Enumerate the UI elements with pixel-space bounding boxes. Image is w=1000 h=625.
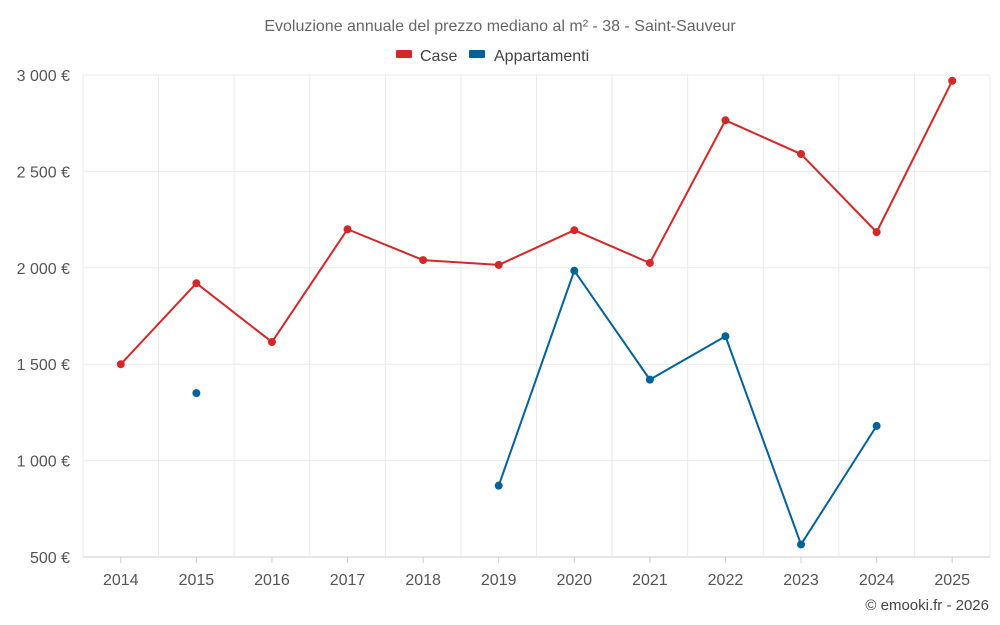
x-tick-label: 2015 — [179, 572, 215, 589]
x-tick-label: 2025 — [934, 572, 970, 589]
data-point-case[interactable] — [797, 150, 806, 159]
series-points — [116, 76, 957, 549]
data-point-appartamenti[interactable] — [797, 540, 806, 549]
data-point-case[interactable] — [116, 360, 125, 369]
legend-swatch-case — [396, 50, 412, 58]
x-tick-label: 2016 — [254, 572, 290, 589]
data-point-case[interactable] — [645, 258, 654, 267]
x-tick-label: 2020 — [556, 572, 592, 589]
x-tick-label: 2024 — [859, 572, 895, 589]
x-tick-label: 2019 — [481, 572, 517, 589]
grid — [82, 74, 991, 558]
data-point-case[interactable] — [267, 338, 276, 347]
x-tick-label: 2017 — [330, 572, 366, 589]
data-point-case[interactable] — [948, 76, 957, 85]
legend-item-appartamenti[interactable]: Appartamenti — [469, 48, 589, 65]
data-point-appartamenti[interactable] — [872, 421, 881, 430]
legend: Case Appartamenti — [396, 48, 589, 65]
x-tick-label: 2021 — [632, 572, 668, 589]
legend-swatch-appartamenti — [469, 50, 485, 58]
x-axis-ticks: 2014 2015 2016 2017 2018 2019 2020 2021 2022 2023… — [103, 557, 970, 589]
x-tick-label: 2023 — [783, 572, 819, 589]
data-point-case[interactable] — [343, 225, 352, 234]
series-lines — [120, 80, 954, 546]
series-line-appartamenti — [497, 269, 878, 546]
y-tick-label: 1 000 € — [17, 454, 70, 471]
y-axis-ticks: 500 € 1 000 € 1 500 € 2 000 € 2 500 € 3 000 € — [17, 68, 70, 567]
data-point-case[interactable] — [494, 260, 503, 269]
y-tick-label: 3 000 € — [17, 68, 70, 85]
data-point-case[interactable] — [192, 279, 201, 288]
legend-label-appartamenti: Appartamenti — [494, 48, 589, 65]
y-tick-label: 2 000 € — [17, 261, 70, 278]
legend-item-case[interactable]: Case — [396, 48, 457, 65]
data-point-appartamenti[interactable] — [721, 332, 730, 341]
data-point-appartamenti[interactable] — [494, 481, 503, 490]
y-tick-label: 500 € — [30, 550, 70, 567]
data-point-appartamenti[interactable] — [645, 375, 654, 384]
y-tick-label: 2 500 € — [17, 164, 70, 181]
x-tick-label: 2014 — [103, 572, 139, 589]
data-point-case[interactable] — [570, 226, 579, 235]
data-point-appartamenti[interactable] — [192, 389, 201, 398]
data-point-appartamenti[interactable] — [570, 266, 579, 275]
x-tick-label: 2022 — [708, 572, 744, 589]
chart-title: Evoluzione annuale del prezzo mediano al… — [264, 18, 736, 35]
data-point-case[interactable] — [721, 116, 730, 125]
series-line-case — [120, 80, 954, 365]
y-tick-label: 1 500 € — [17, 357, 70, 374]
x-tick-label: 2018 — [405, 572, 441, 589]
credit-text: © emooki.fr - 2026 — [865, 597, 989, 614]
data-point-case[interactable] — [419, 256, 428, 265]
data-point-case[interactable] — [872, 228, 881, 237]
legend-label-case: Case — [420, 48, 457, 65]
